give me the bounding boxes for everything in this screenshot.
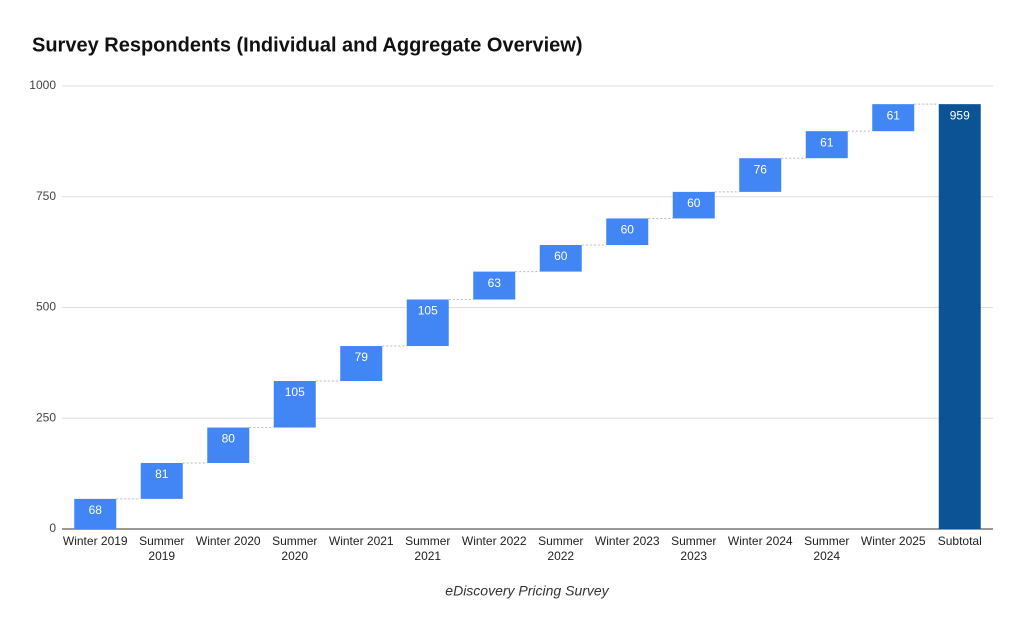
bar: [872, 104, 915, 132]
data-label: 81: [155, 467, 169, 481]
data-label: 80: [222, 432, 236, 446]
data-label: 61: [887, 108, 901, 122]
chart-title: Survey Respondents (Individual and Aggre…: [32, 34, 583, 56]
x-tick-label: Winter 2025: [860, 534, 926, 548]
x-tick-label: Subtotal: [937, 534, 982, 548]
data-label: 76: [754, 162, 768, 176]
bar: [539, 245, 582, 272]
bar: [606, 218, 649, 246]
data-label: 79: [355, 350, 369, 364]
data-label: 105: [418, 304, 438, 318]
total-bar: [938, 104, 981, 530]
y-tick-label: 750: [36, 189, 56, 203]
x-tick-label: Summer 2023: [671, 534, 717, 563]
bar: [74, 498, 117, 529]
bar: [273, 381, 316, 428]
data-label: 60: [687, 196, 701, 210]
x-tick-label: Winter 2024: [727, 534, 793, 548]
y-tick-label: 250: [36, 410, 56, 424]
x-tick-label: Winter 2020: [195, 534, 261, 548]
data-label: 959: [950, 108, 970, 122]
bar: [140, 462, 183, 499]
y-tick-label: 1000: [29, 78, 56, 92]
y-tick-label: 0: [49, 521, 56, 535]
bar: [805, 131, 848, 159]
bar: [406, 299, 449, 347]
x-tick-label: Summer 2019: [139, 534, 185, 563]
x-tick-label: Winter 2021: [328, 534, 394, 548]
data-label: 60: [554, 249, 568, 263]
x-tick-label: Summer 2024: [804, 534, 850, 563]
bar: [672, 191, 715, 219]
x-tick-label: Summer 2021: [405, 534, 451, 563]
x-tick-label: Winter 2019: [62, 534, 128, 548]
bar: [739, 158, 782, 192]
x-tick-label: Summer 2022: [538, 534, 584, 563]
x-tick-label: Winter 2022: [461, 534, 527, 548]
data-label: 105: [285, 385, 305, 399]
bar: [473, 271, 516, 300]
data-label: 63: [488, 276, 502, 290]
bar: [340, 346, 383, 382]
data-label: 68: [89, 503, 103, 517]
x-tick-label: Summer 2020: [272, 534, 318, 563]
caption: eDiscovery Pricing Survey: [445, 583, 609, 599]
data-label: 61: [820, 135, 834, 149]
x-tick-label: Winter 2023: [594, 534, 660, 548]
bar: [207, 427, 250, 463]
y-tick-label: 500: [36, 300, 56, 314]
data-label: 60: [621, 223, 635, 237]
